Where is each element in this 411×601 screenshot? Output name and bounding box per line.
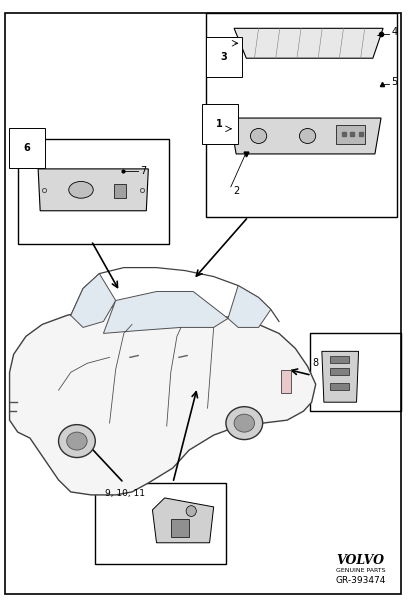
Text: GR-393474: GR-393474 xyxy=(335,576,386,585)
Ellipse shape xyxy=(67,432,87,450)
Text: 8: 8 xyxy=(312,358,319,368)
Text: GENUINE PARTS: GENUINE PARTS xyxy=(336,569,386,573)
Ellipse shape xyxy=(250,129,267,144)
Ellipse shape xyxy=(186,505,196,516)
Text: 4: 4 xyxy=(391,28,397,37)
Text: 2: 2 xyxy=(233,186,239,196)
Ellipse shape xyxy=(234,414,254,432)
FancyBboxPatch shape xyxy=(330,383,349,390)
Text: 5: 5 xyxy=(391,77,397,87)
FancyBboxPatch shape xyxy=(336,124,365,144)
FancyBboxPatch shape xyxy=(330,356,349,364)
Polygon shape xyxy=(9,307,316,495)
Polygon shape xyxy=(230,118,381,154)
Text: 6: 6 xyxy=(24,143,30,153)
Text: 7: 7 xyxy=(140,166,146,176)
FancyBboxPatch shape xyxy=(171,519,189,537)
Ellipse shape xyxy=(58,425,95,457)
Polygon shape xyxy=(104,291,228,334)
Ellipse shape xyxy=(226,407,263,439)
Text: VOLVO: VOLVO xyxy=(337,554,385,567)
Ellipse shape xyxy=(69,182,93,198)
Polygon shape xyxy=(38,169,148,211)
FancyBboxPatch shape xyxy=(330,368,349,375)
Text: 9, 10, 11: 9, 10, 11 xyxy=(106,489,145,498)
Polygon shape xyxy=(152,498,214,543)
Text: 3: 3 xyxy=(220,52,227,62)
Polygon shape xyxy=(234,28,383,58)
Polygon shape xyxy=(228,285,271,328)
Polygon shape xyxy=(71,273,115,328)
FancyBboxPatch shape xyxy=(281,370,291,393)
FancyBboxPatch shape xyxy=(114,185,126,198)
Ellipse shape xyxy=(299,129,316,144)
Text: 1: 1 xyxy=(217,119,223,129)
Polygon shape xyxy=(322,352,358,402)
